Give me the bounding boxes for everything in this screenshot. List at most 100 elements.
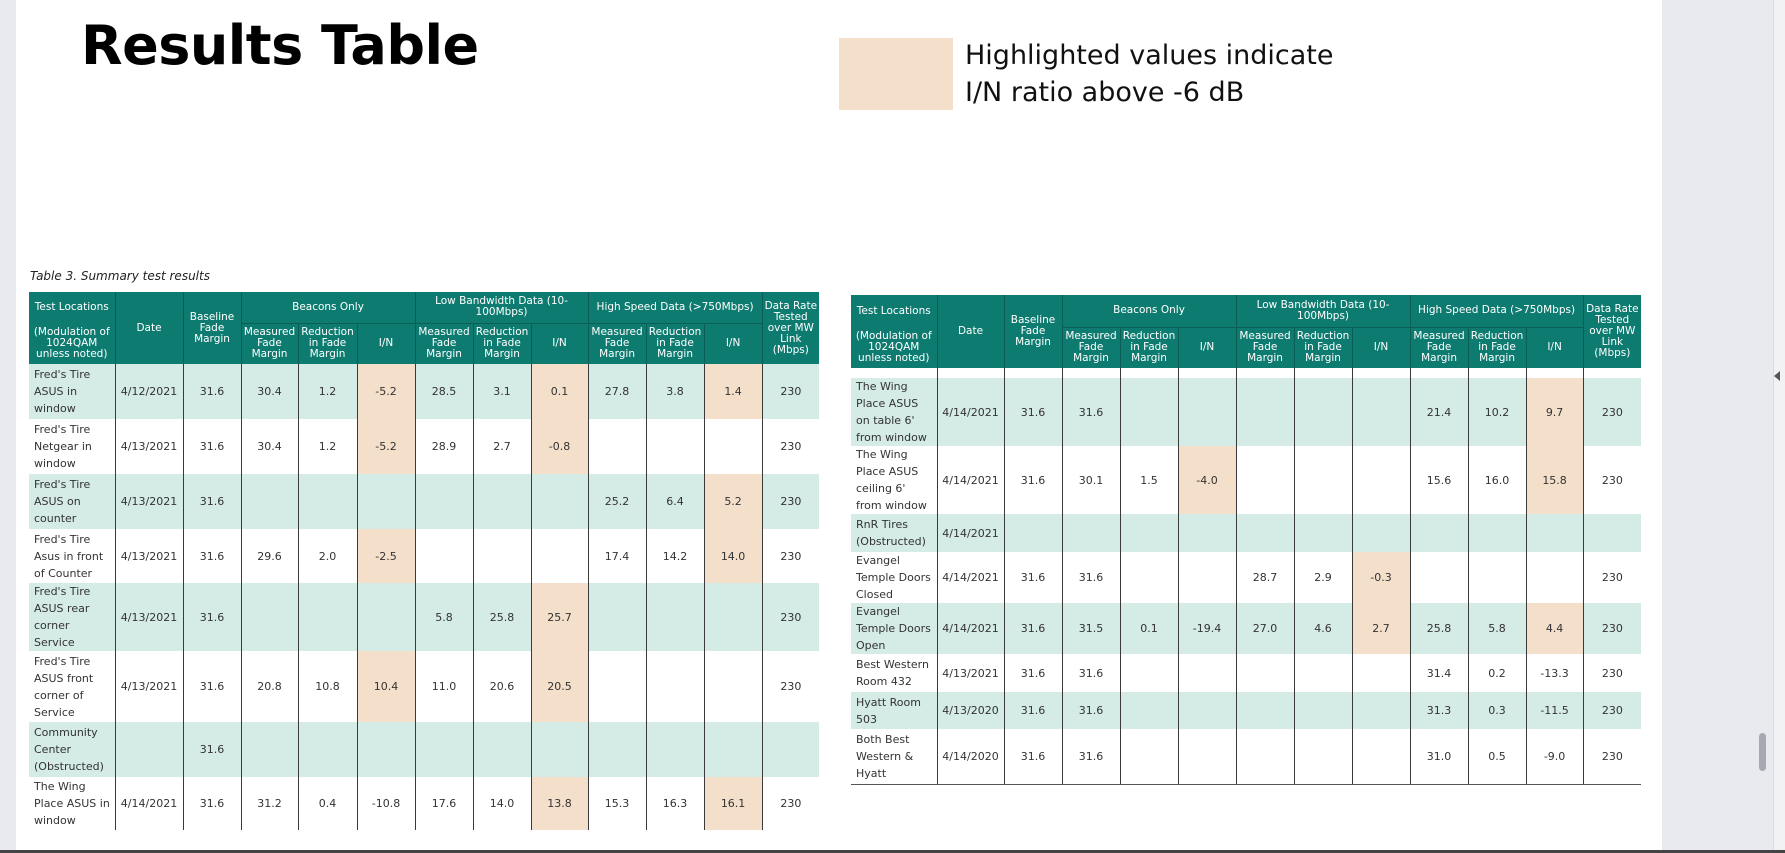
- beacons-in-cell: [1177, 654, 1237, 692]
- location-cell: RnR Tires (Obstructed): [851, 514, 938, 552]
- highspeed-measured-cell: 31.0: [1409, 729, 1469, 785]
- highspeed-in-cell: -9.0: [1525, 729, 1584, 785]
- highspeed-reduction-cell: 14.2: [645, 529, 705, 583]
- table-row: Best Western Room 432 4/13/2021 31.6 31.6 31…: [851, 654, 1642, 692]
- lowbw-reduction-cell: 14.0: [472, 777, 532, 830]
- baseline-cell: 31.6: [1003, 654, 1063, 692]
- baseline-cell: 31.6: [182, 583, 242, 651]
- data-rate-cell: 230: [761, 529, 820, 583]
- date-cell: 4/14/2021: [936, 514, 1005, 552]
- header-test-locations-sub: (Modulation of 1024QAM unless noted): [29, 323, 116, 364]
- highspeed-in-cell: 1.4: [703, 364, 763, 419]
- lowbw-measured-cell: 17.6: [414, 777, 474, 830]
- header-high-speed: High Speed Data (>750Mbps): [587, 292, 763, 324]
- highspeed-measured-cell: 31.3: [1409, 692, 1469, 729]
- date-cell: [114, 722, 184, 777]
- lowbw-reduction-cell: [472, 722, 532, 777]
- date-cell: 4/14/2021: [936, 446, 1005, 514]
- beacons-in-cell: 10.4: [356, 651, 416, 722]
- header-date: Date: [936, 295, 1005, 368]
- beacons-measured-cell: [240, 722, 299, 777]
- header-test-locations: Test Locations: [851, 295, 938, 327]
- data-rate-cell: [1582, 514, 1642, 552]
- lowbw-measured-cell: [414, 474, 474, 529]
- beacons-measured-cell: [1061, 514, 1121, 552]
- beacons-measured-cell: 31.6: [1061, 692, 1121, 729]
- table-row: Fred's Tire Netgear in window 4/13/2021 31…: [29, 419, 820, 474]
- beacons-in-cell: -2.5: [356, 529, 416, 583]
- data-rate-cell: 230: [1582, 378, 1642, 446]
- highspeed-in-cell: 4.4: [1525, 603, 1584, 654]
- lowbw-reduction-cell: 4.6: [1293, 603, 1353, 654]
- table-caption: Table 3. Summary test results: [30, 269, 210, 283]
- beacons-measured-cell: 29.6: [240, 529, 299, 583]
- lowbw-reduction-cell: 25.8: [472, 583, 532, 651]
- beacons-reduction-cell: [297, 722, 358, 777]
- beacons-measured-cell: 31.6: [1061, 729, 1121, 785]
- table-row: RnR Tires (Obstructed) 4/14/2021: [851, 514, 1642, 552]
- location-cell: Both Best Western & Hyatt: [851, 729, 938, 785]
- beacons-in-cell: -10.8: [356, 777, 416, 830]
- beacons-reduction-cell: [1119, 378, 1179, 446]
- lowbw-measured-cell: 11.0: [414, 651, 474, 722]
- header-beacons-only: Beacons Only: [1061, 295, 1237, 328]
- header-beacons-measured: Measured Fade Margin: [240, 323, 299, 364]
- spacer-cell: [851, 368, 938, 378]
- highspeed-measured-cell: [1409, 552, 1469, 603]
- table-row: The Wing Place ASUS ceiling 6' from wind…: [851, 446, 1642, 514]
- header-lowbw-measured: Measured Fade Margin: [414, 323, 474, 364]
- lowbw-measured-cell: 28.5: [414, 364, 474, 419]
- date-cell: 4/13/2021: [114, 529, 184, 583]
- lowbw-in-cell: 0.1: [530, 364, 589, 419]
- spacer-cell: [1003, 368, 1063, 378]
- beacons-in-cell: [1177, 514, 1237, 552]
- header-data-rate: Data Rate Tested over MW Link (Mbps): [761, 292, 820, 364]
- lowbw-measured-cell: 5.8: [414, 583, 474, 651]
- highspeed-measured-cell: 25.8: [1409, 603, 1469, 654]
- lowbw-measured-cell: [1235, 729, 1295, 785]
- data-rate-cell: 230: [1582, 603, 1642, 654]
- beacons-reduction-cell: 1.2: [297, 419, 358, 474]
- collapsed-side-panel[interactable]: [1773, 0, 1785, 850]
- lowbw-reduction-cell: 20.6: [472, 651, 532, 722]
- table-row: Fred's Tire Asus in front of Counter 4/13…: [29, 529, 820, 583]
- highspeed-reduction-cell: 10.2: [1467, 378, 1527, 446]
- beacons-reduction-cell: [1119, 692, 1179, 729]
- highspeed-reduction-cell: [645, 651, 705, 722]
- legend-line-1: Highlighted values indicate: [965, 40, 1334, 71]
- header-highspeed-measured: Measured Fade Margin: [587, 323, 647, 364]
- highspeed-in-cell: [703, 722, 763, 777]
- baseline-cell: 31.6: [1003, 729, 1063, 785]
- lowbw-reduction-cell: [1293, 654, 1353, 692]
- expand-panel-arrow-icon[interactable]: [1774, 371, 1780, 381]
- header-beacons-reduction: Reduction in Fade Margin: [1119, 327, 1179, 368]
- lowbw-in-cell: [530, 722, 589, 777]
- spacer-cell: [1467, 368, 1527, 378]
- baseline-cell: 31.6: [182, 651, 242, 722]
- highspeed-reduction-cell: 0.3: [1467, 692, 1527, 729]
- header-beacons-reduction: Reduction in Fade Margin: [297, 323, 358, 364]
- beacons-in-cell: -19.4: [1177, 603, 1237, 654]
- beacons-reduction-cell: [297, 583, 358, 651]
- header-low-bandwidth: Low Bandwidth Data (10-100Mbps): [414, 292, 589, 324]
- baseline-cell: 31.6: [182, 529, 242, 583]
- spacer-cell: [1119, 368, 1179, 378]
- date-cell: 4/13/2021: [114, 474, 184, 529]
- results-table-left: Test Locations Date Baseline Fade Margin…: [29, 292, 820, 830]
- data-rate-cell: 230: [761, 364, 820, 419]
- beacons-in-cell: [1177, 378, 1237, 446]
- beacons-in-cell: -4.0: [1177, 446, 1237, 514]
- header-high-speed: High Speed Data (>750Mbps): [1409, 295, 1584, 328]
- highspeed-measured-cell: 15.3: [587, 777, 647, 830]
- lowbw-in-cell: [1351, 654, 1411, 692]
- table-row: Evangel Temple Doors Open 4/14/2021 31.6 31…: [851, 603, 1642, 654]
- highspeed-reduction-cell: 16.3: [645, 777, 705, 830]
- highspeed-in-cell: 5.2: [703, 474, 763, 529]
- header-test-locations: Test Locations: [29, 292, 116, 323]
- data-rate-cell: 230: [761, 651, 820, 722]
- lowbw-reduction-cell: 2.9: [1293, 552, 1353, 603]
- vertical-scrollbar-thumb[interactable]: [1759, 733, 1766, 771]
- lowbw-reduction-cell: 3.1: [472, 364, 532, 419]
- header-low-bandwidth: Low Bandwidth Data (10-100Mbps): [1235, 295, 1411, 328]
- beacons-measured-cell: 31.6: [1061, 378, 1121, 446]
